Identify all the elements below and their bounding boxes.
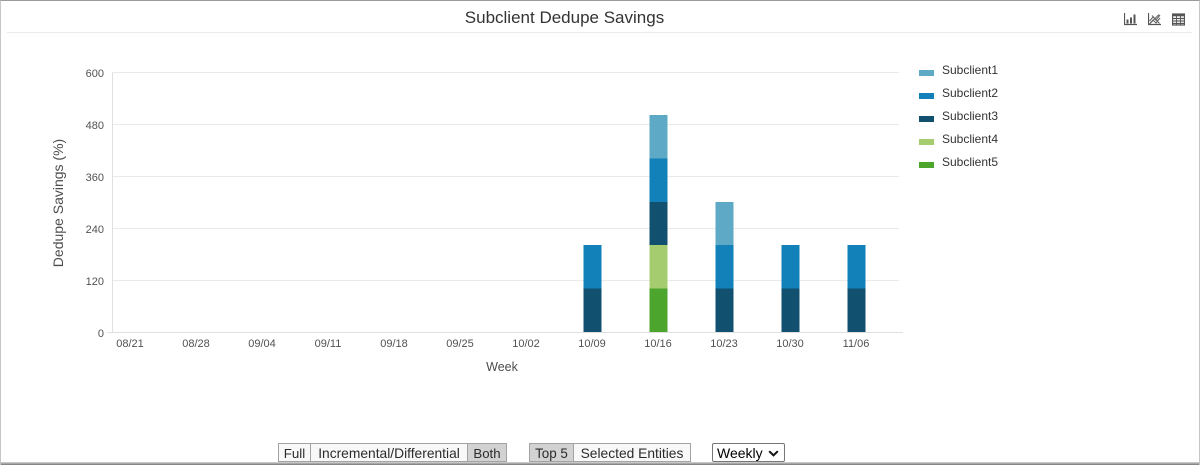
svg-text:10/30: 10/30 <box>776 338 804 350</box>
svg-text:09/11: 09/11 <box>315 338 342 350</box>
svg-text:360: 360 <box>86 172 104 184</box>
svg-text:11/06: 11/06 <box>843 338 870 350</box>
svg-text:09/18: 09/18 <box>380 338 408 350</box>
svg-text:480: 480 <box>86 120 104 132</box>
svg-text:10/23: 10/23 <box>710 338 738 350</box>
svg-text:09/04: 09/04 <box>248 338 276 350</box>
svg-text:240: 240 <box>86 224 104 236</box>
svg-text:120: 120 <box>86 276 104 288</box>
svg-text:10/16: 10/16 <box>644 338 672 350</box>
svg-text:10/02: 10/02 <box>512 338 540 350</box>
svg-text:Dedupe Savings (%): Dedupe Savings (%) <box>50 139 66 267</box>
svg-text:600: 600 <box>86 68 104 80</box>
svg-text:09/25: 09/25 <box>446 338 474 350</box>
svg-text:10/09: 10/09 <box>578 338 606 350</box>
svg-text:08/28: 08/28 <box>182 338 210 350</box>
svg-text:Week: Week <box>486 360 518 374</box>
svg-text:08/21: 08/21 <box>116 338 144 350</box>
svg-text:0: 0 <box>98 328 104 340</box>
